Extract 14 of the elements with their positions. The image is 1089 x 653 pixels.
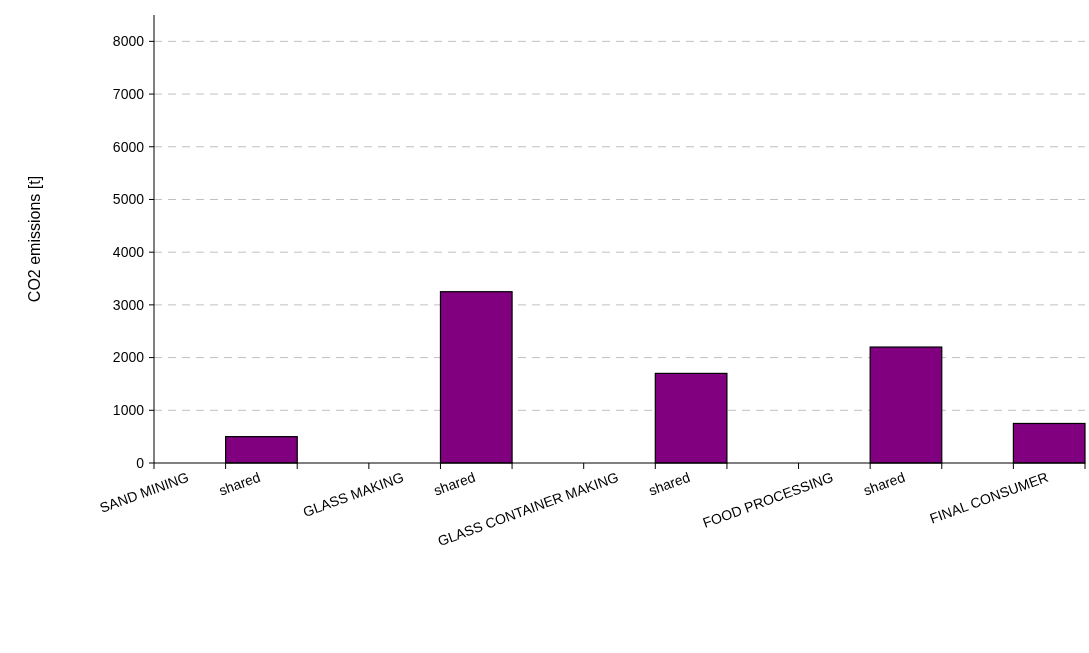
x-tick-label: shared (861, 468, 907, 499)
y-axis-title: CO2 emissions [t] (26, 175, 43, 303)
y-tick-label: 8000 (112, 33, 145, 50)
y-tick-label: 3000 (112, 296, 145, 313)
y-tick-label: 4000 (112, 244, 145, 261)
x-tick-label: shared (216, 468, 263, 499)
y-tick-label: 2000 (112, 349, 145, 366)
y-tick-label: 0 (136, 454, 145, 471)
y-tick-label: 6000 (112, 138, 145, 155)
y-tick-label: 5000 (112, 191, 145, 208)
x-tick-label: shared (431, 468, 478, 499)
x-tick-label: shared (646, 468, 693, 499)
y-tick-label: 7000 (112, 85, 145, 102)
y-tick-label: 1000 (112, 402, 145, 419)
